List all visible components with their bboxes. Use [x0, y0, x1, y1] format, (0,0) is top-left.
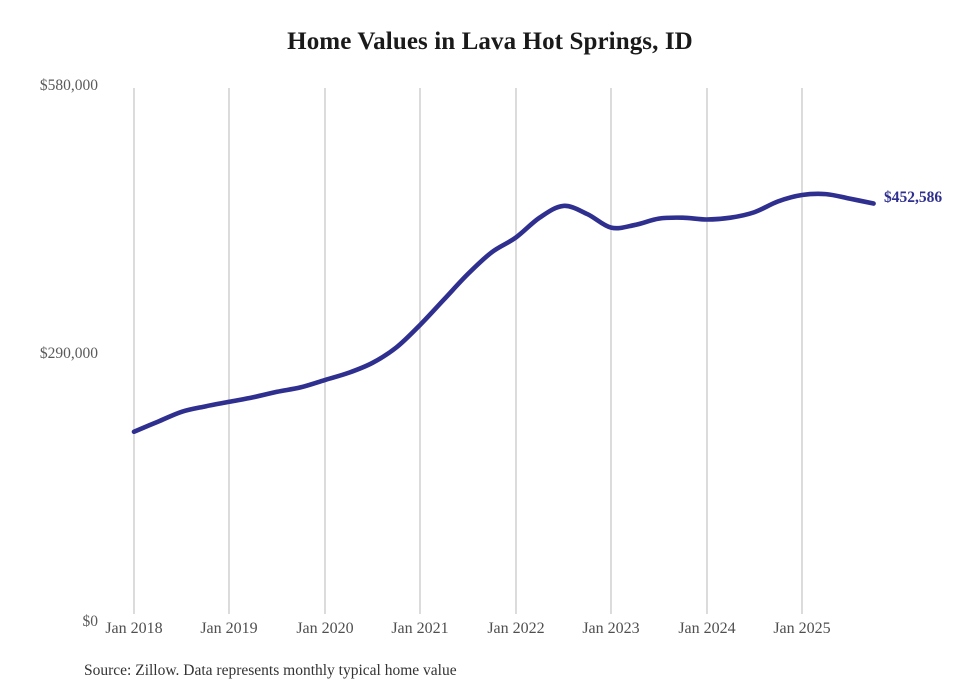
- chart-title: Home Values in Lava Hot Springs, ID: [287, 28, 693, 55]
- x-axis-tick-label-jan-2023: Jan 2023: [582, 620, 640, 637]
- x-axis-tick-label-jan-2020: Jan 2020: [296, 620, 354, 637]
- source-note: Source: Zillow. Data represents monthly …: [84, 662, 457, 679]
- y-axis-tick-label-mid: $290,000: [39, 345, 98, 362]
- x-axis-tick-label-jan-2022: Jan 2022: [487, 620, 545, 637]
- y-axis-tick-label-bottom: $0: [82, 613, 99, 630]
- end-value-annotation: $452,586: [884, 189, 943, 206]
- x-axis-tick-label-jan-2018: Jan 2018: [105, 620, 163, 637]
- y-axis-tick-label-top: $580,000: [39, 77, 98, 94]
- vertical-gridlines: [133, 88, 803, 614]
- x-axis-tick-label-jan-2024: Jan 2024: [678, 620, 736, 637]
- x-axis-tick-label-jan-2025: Jan 2025: [773, 620, 831, 637]
- home-value-line: [131, 191, 876, 435]
- x-axis-tick-label-jan-2021: Jan 2021: [391, 620, 449, 637]
- x-axis-tick-label-jan-2019: Jan 2019: [200, 620, 258, 637]
